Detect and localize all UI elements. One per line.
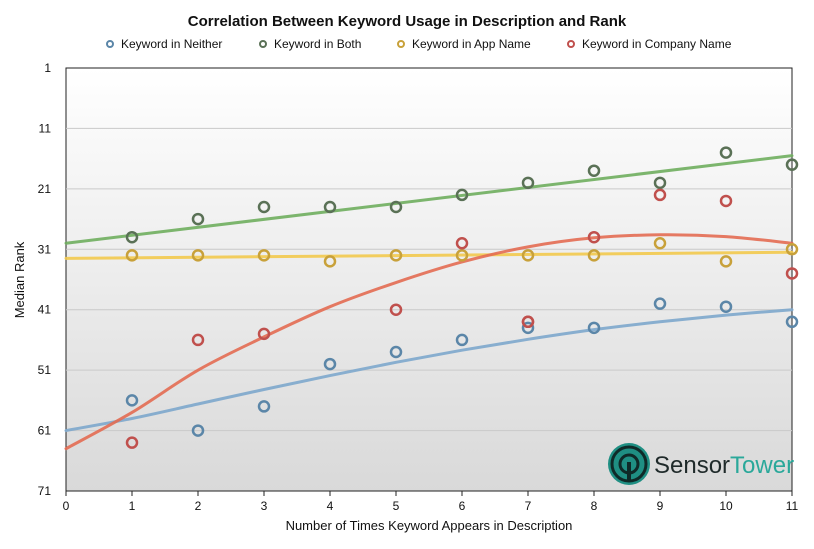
data-point-series-2 [389,249,403,262]
data-point-series-2 [521,249,535,262]
data-point-series-3 [125,436,139,449]
data-point-series-2 [785,243,799,256]
x-tick-label: 10 [719,499,733,513]
data-point-series-2 [257,249,271,262]
data-point-series-3 [191,333,205,347]
data-point-series-3 [653,188,667,202]
svg-text:SensorTower: SensorTower [654,452,794,479]
x-tick-label: 6 [459,499,466,513]
data-point-series-1 [125,230,139,244]
y-tick-label: 21 [38,182,52,196]
data-point-series-1 [191,212,205,226]
data-point-series-2 [587,249,601,262]
data-point-series-1 [455,188,469,202]
y-tick-label: 1 [44,61,51,75]
x-tick-label: 5 [393,499,400,513]
legend-marker [106,40,114,48]
y-tick-label: 41 [38,303,52,317]
y-tick-label: 51 [38,363,52,377]
data-point-series-0 [455,333,469,347]
x-tick-label: 8 [591,499,598,513]
sensortower-logo-icon [608,443,650,485]
data-point-extra [587,230,601,244]
data-point-series-1 [389,200,403,214]
y-axis-label: Median Rank [12,241,27,318]
x-axis-ticks: 0 1 2 3 4 5 6 7 8 9 10 11 [63,491,799,513]
data-point-series-3 [785,267,799,280]
legend-item-3: Keyword in Company Name [567,37,732,51]
x-tick-label: 0 [63,499,70,513]
data-point-series-0 [125,394,139,407]
data-point-series-1 [257,200,271,214]
data-point-series-3 [455,236,469,250]
logo-text-tower: Tower [730,452,794,479]
trend-line-2 [64,250,794,260]
chart-title: Correlation Between Keyword Usage in Des… [188,13,627,30]
trend-line-1 [64,154,794,245]
x-tick-label: 9 [657,499,664,513]
trend-lines [64,154,794,451]
y-tick-label: 71 [38,484,52,498]
grid-lines [66,127,792,432]
data-point-series-2 [191,249,205,262]
legend-marker [259,40,267,48]
legend-label: Keyword in Neither [121,37,222,51]
sensortower-logo: SensorTower [608,443,794,485]
data-point-series-2 [719,255,733,268]
x-tick-label: 4 [327,499,334,513]
trend-line-3 [64,233,794,451]
data-point-series-1 [521,176,535,190]
legend-label: Keyword in Both [274,37,361,51]
logo-text-sensor: Sensor [654,452,730,479]
data-point-series-0 [323,357,337,371]
data-point-series-0 [587,321,601,335]
legend-item-1: Keyword in Both [259,37,361,51]
data-points [125,146,799,449]
x-tick-label: 2 [195,499,202,513]
x-tick-label: 3 [261,499,268,513]
data-point-series-3 [719,194,733,208]
y-tick-label: 11 [39,121,52,135]
data-point-series-0 [719,300,733,313]
data-point-series-1 [785,158,799,171]
data-point-series-0 [785,315,799,329]
data-point-series-2 [455,249,469,262]
legend: Keyword in Neither Keyword in Both Keyword… [106,37,732,51]
data-point-series-0 [521,321,535,335]
y-tick-label: 31 [38,242,52,256]
data-point-series-2 [125,249,139,262]
x-tick-label: 7 [525,499,532,513]
legend-marker [397,40,405,48]
x-tick-label: 1 [129,499,136,513]
y-tick-label: 61 [38,424,52,438]
data-point-series-0 [653,297,667,310]
data-point-series-0 [257,400,271,413]
data-point-series-0 [389,345,403,359]
data-point-series-1 [653,176,667,190]
plot-area [65,67,793,492]
legend-item-2: Keyword in App Name [397,37,531,51]
data-point-series-3 [257,327,271,341]
legend-label: Keyword in Company Name [582,37,732,51]
x-axis-label: Number of Times Keyword Appears in Descr… [286,518,573,533]
data-point-series-2 [653,236,667,250]
legend-item-0: Keyword in Neither [106,37,222,51]
data-point-extra [521,315,535,329]
data-point-series-1 [323,200,337,214]
data-point-series-3 [389,303,403,316]
legend-marker [567,40,575,48]
trend-line-0 [64,308,794,433]
data-point-series-1 [719,146,733,159]
data-point-series-0 [191,424,205,437]
legend-label: Keyword in App Name [412,37,531,51]
data-point-series-1 [587,164,601,177]
x-tick-label: 11 [786,499,799,513]
data-point-series-2 [323,255,337,268]
